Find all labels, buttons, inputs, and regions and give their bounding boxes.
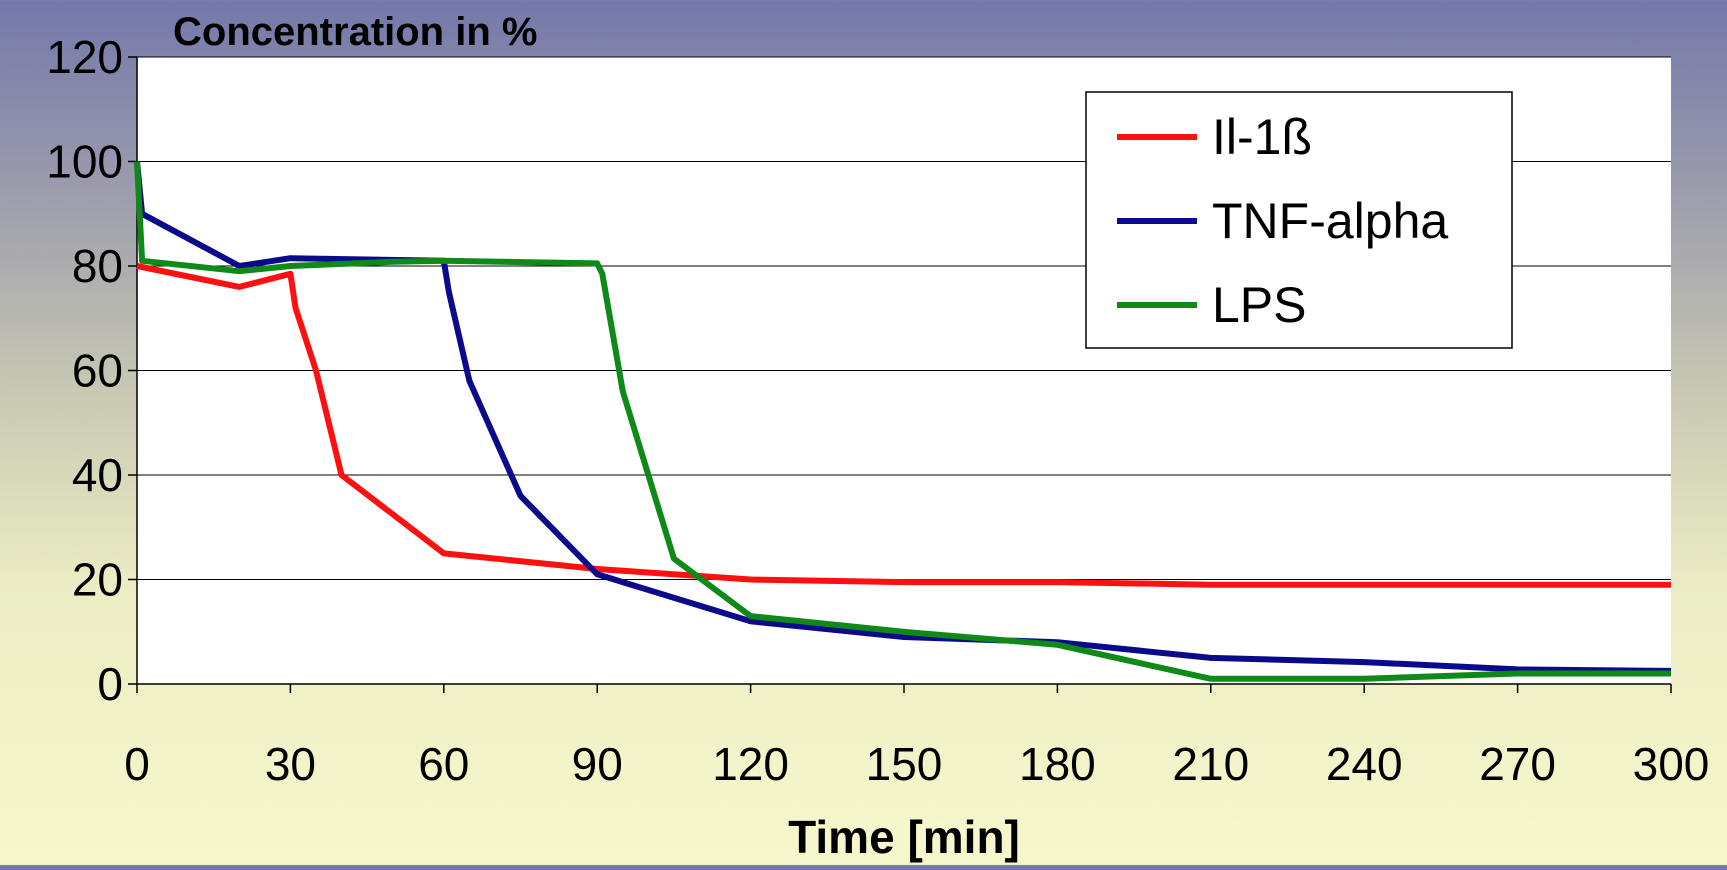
x-axis-label: Time [min]	[788, 811, 1020, 863]
legend: Il-1ß TNF-alpha LPS	[1085, 91, 1513, 349]
x-tick-label: 90	[572, 738, 623, 790]
series-line-3	[134, 161, 1671, 682]
chart-title: Concentration in %	[173, 10, 537, 54]
x-tick-label: 30	[265, 738, 316, 790]
legend-label: LPS	[1212, 277, 1307, 333]
y-tick-label: 120	[46, 31, 123, 83]
series-line-1	[136, 263, 1671, 588]
y-tick-label: 0	[97, 658, 123, 710]
legend-label: Il-1ß	[1212, 109, 1312, 165]
y-tick-label: 40	[72, 449, 123, 501]
y-tick-label: 60	[72, 345, 123, 397]
y-tick-label: 100	[46, 136, 123, 188]
x-tick-label: 300	[1633, 738, 1710, 790]
x-tick-label: 180	[1019, 738, 1096, 790]
x-tick-label: 0	[124, 738, 150, 790]
x-tick-labels: 0 30 60 90 120 150 180 210 240 270 300	[124, 738, 1709, 790]
x-tick-label: 150	[866, 738, 943, 790]
x-tick-label: 210	[1172, 738, 1249, 790]
y-tick-label: 20	[72, 554, 123, 606]
x-tick-label: 240	[1326, 738, 1403, 790]
series-line-2	[134, 161, 1672, 674]
gridlines	[137, 56, 1671, 580]
x-tick-label: 60	[418, 738, 469, 790]
legend-label: TNF-alpha	[1212, 193, 1448, 249]
series-lines	[134, 161, 1672, 682]
y-tick-labels: 0 20 40 60 80 100 120	[46, 31, 123, 710]
x-tick-label: 120	[712, 738, 789, 790]
x-tick-label: 270	[1479, 738, 1556, 790]
y-tick-label: 80	[72, 240, 123, 292]
